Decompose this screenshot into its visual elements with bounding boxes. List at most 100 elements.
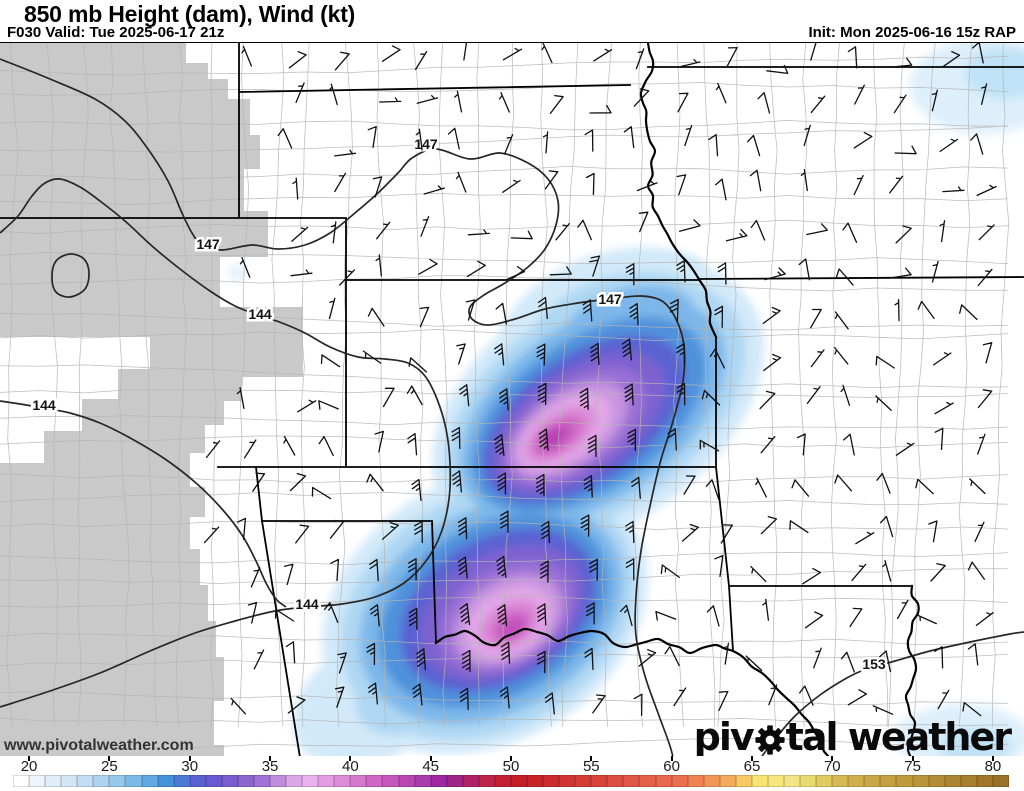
wind-speed-colorbar: 20 25 30 35 40 45 50 55 60 65 70 75 80 (0, 756, 1024, 791)
colorbar-cell (13, 775, 30, 787)
height-contour-147 (51, 253, 90, 298)
height-contours (0, 58, 1024, 757)
colorbar-tick-mark (831, 756, 834, 761)
colorbar-tick-mark (911, 756, 914, 761)
colorbar-cell (543, 775, 560, 787)
colorbar-cell (816, 775, 833, 787)
wind-barb-glyphs (203, 43, 997, 717)
height-contour-153 (760, 631, 1024, 757)
colorbar-cell (687, 775, 704, 787)
pivotal-weather-logo: piv tal weather (693, 715, 1012, 759)
wind-speed-band-44kt (499, 617, 525, 639)
colorbar-cell (591, 775, 608, 787)
colorbar-tick-mark (991, 756, 994, 761)
colorbar-tick-mark (269, 756, 272, 761)
header: 850 mb Height (dam), Wind (kt) F030 Vali… (0, 0, 1024, 42)
colorbar-cell (992, 775, 1009, 787)
height-contour-147 (0, 58, 686, 757)
colorbar-cell (29, 775, 46, 787)
colorbar-tick-label: 80 (984, 758, 1002, 775)
colorbar-cell (398, 775, 415, 787)
colorbar-cell (125, 775, 142, 787)
colorbar-cell (944, 775, 961, 787)
colorbar-tick-mark (188, 756, 191, 761)
colorbar-cell (832, 775, 849, 787)
gear-tooth (766, 748, 773, 755)
colorbar-cell (221, 775, 238, 787)
colorbar-cell (767, 775, 784, 787)
colorbar-cell (446, 775, 463, 787)
colorbar-cell (237, 775, 254, 787)
gear-icon (755, 725, 785, 755)
colorbar-cell (751, 775, 768, 787)
colorbar-cell (430, 775, 447, 787)
colorbar-cell (912, 775, 929, 787)
terrain-mask (0, 43, 303, 757)
terrain-mask-hole (0, 337, 150, 463)
gear-tooth (755, 737, 762, 743)
wind-speed-patch (965, 47, 1024, 99)
forecast-valid-time: F030 Valid: Tue 2025-06-17 21z (7, 24, 225, 41)
colorbar-cell (286, 775, 303, 787)
colorbar-cell (880, 775, 897, 787)
colorbar-tick-mark (108, 756, 111, 761)
watermark-url: www.pivotalweather.com (4, 737, 194, 754)
colorbar-tick-label: 50 (502, 758, 520, 775)
colorbar-cells (13, 775, 1009, 787)
colorbar-cell (350, 775, 367, 787)
colorbar-tick-label: 40 (342, 758, 359, 775)
colorbar-cell (173, 775, 190, 787)
colorbar-cell (703, 775, 720, 787)
colorbar-cell (607, 775, 624, 787)
river-borders (434, 43, 920, 757)
contour-label: 147 (196, 236, 220, 252)
colorbar-cell (157, 775, 174, 787)
gear-tooth (757, 744, 766, 752)
county-border-lines (0, 43, 1010, 749)
colorbar-cell (253, 775, 270, 787)
colorbar-tick-mark (510, 756, 512, 761)
colorbar-cell (735, 775, 752, 787)
colorbar-cell (77, 775, 94, 787)
gear-tooth (766, 725, 773, 732)
map-canvas: 147 147 147 144 144 144 153 www.pivotalweather… (0, 42, 1024, 759)
county-borders (0, 43, 1010, 749)
contour-label: 144 (32, 397, 56, 413)
height-contour-144 (0, 400, 287, 608)
colorbar-cell (366, 775, 383, 787)
colorbar-cell (462, 775, 479, 787)
wind-speed-shading (292, 246, 764, 757)
colorbar-cell (494, 775, 511, 787)
colorbar-cell (414, 775, 431, 787)
contour-label: 144 (295, 596, 319, 612)
colorbar-cell (800, 775, 817, 787)
colorbar-cell (93, 775, 110, 787)
colorbar-cell (318, 775, 335, 787)
gear-tooth (773, 744, 782, 752)
logo-text-post: tal weather (785, 715, 1012, 759)
colorbar-tick-label: 55 (582, 758, 600, 775)
colorbar-cell (575, 775, 592, 787)
model-init-time: Init: Mon 2025-06-16 15z RAP (808, 24, 1016, 41)
colorbar-cell (205, 775, 222, 787)
contour-label: 147 (414, 136, 438, 152)
height-contour-144 (0, 178, 452, 708)
contour-label: 153 (862, 656, 886, 672)
colorbar-cell (61, 775, 78, 787)
colorbar-cell (189, 775, 206, 787)
logo-text-pre: piv (693, 715, 755, 759)
colorbar-tick-mark (349, 756, 352, 761)
colorbar-tick-label: 70 (823, 758, 841, 775)
colorbar-cell (784, 775, 801, 787)
state-borders (0, 43, 1024, 757)
colorbar-cell (655, 775, 672, 787)
colorbar-cell (671, 775, 688, 787)
colorbar-tick-label: 30 (181, 758, 199, 775)
colorbar-cell (719, 775, 736, 787)
colorbar-cell (141, 775, 158, 787)
wind-barbs (203, 43, 997, 717)
colorbar-cell (270, 775, 287, 787)
wind-speed-band-46kt (543, 430, 563, 446)
colorbar-cell (976, 775, 993, 787)
